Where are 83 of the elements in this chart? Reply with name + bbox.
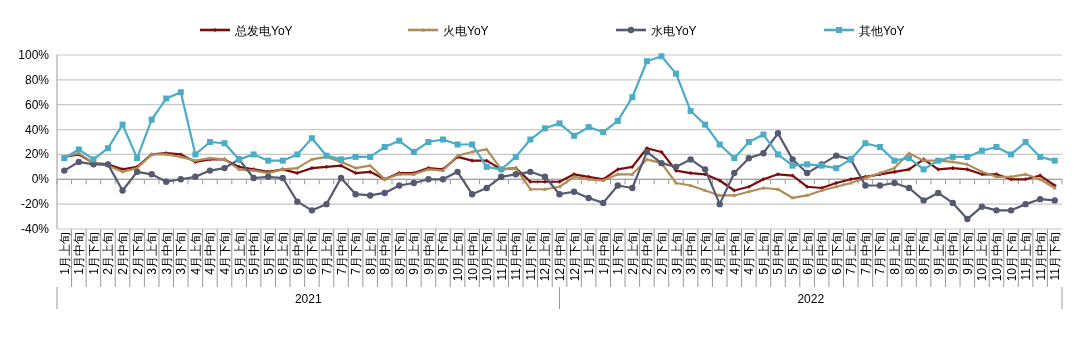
x-tick-label: 6月中旬 xyxy=(815,232,830,275)
x-tick-label: 8月下旬 xyxy=(392,232,407,275)
x-tick-label: 2月上旬 xyxy=(101,232,116,275)
y-tick-label: 0% xyxy=(31,172,50,187)
x-tick-label: 10月下旬 xyxy=(480,232,495,282)
x-tick-label: 9月下旬 xyxy=(960,232,975,275)
x-tick-label: 3月下旬 xyxy=(698,232,713,275)
x-tick-label: 7月中旬 xyxy=(858,232,873,275)
y-tick-label: 20% xyxy=(24,147,50,162)
x-tick-label: 7月上旬 xyxy=(319,232,334,275)
x-tick-label: 2月上旬 xyxy=(625,232,640,275)
x-tick-label: 6月下旬 xyxy=(829,232,844,275)
x-tick-label: 9月上旬 xyxy=(931,232,946,275)
x-tick-label: 9月上旬 xyxy=(407,232,422,275)
text: 2022 xyxy=(797,292,825,306)
x-tick-label: 1月下旬 xyxy=(611,232,626,275)
x-tick-label: 6月上旬 xyxy=(800,232,815,275)
x-tick-label: 12月下旬 xyxy=(567,232,582,282)
x-tick-label: 4月中旬 xyxy=(727,232,742,275)
x-tick-label: 8月中旬 xyxy=(902,232,917,275)
x-tick-label: 5月下旬 xyxy=(786,232,801,275)
legend-label: 其他YoY xyxy=(859,23,905,38)
y-tick-label: -20% xyxy=(20,197,50,212)
x-tick-label: 1月上旬 xyxy=(57,232,72,275)
x-tick-label: 6月下旬 xyxy=(305,232,320,275)
x-tick-label: 1月中旬 xyxy=(596,232,611,275)
legend-label: 总发电YoY xyxy=(234,23,293,38)
x-tick-label: 3月上旬 xyxy=(669,232,684,275)
x-tick-label: 7月下旬 xyxy=(349,232,364,275)
x-tick-label: 10月上旬 xyxy=(451,232,466,282)
x-tick-label: 5月下旬 xyxy=(261,232,276,275)
x-tick-label: 7月下旬 xyxy=(873,232,888,275)
x-tick-label: 4月下旬 xyxy=(218,232,232,275)
x-tick-label: 4月中旬 xyxy=(203,232,218,275)
x-tick-label: 1月上旬 xyxy=(582,232,597,275)
x-tick-label: 2月下旬 xyxy=(654,232,669,275)
x-tick-label: 11月上旬 xyxy=(494,232,509,281)
x-tick-label: 5月上旬 xyxy=(232,232,247,275)
x-tick-label: 9月中旬 xyxy=(946,232,961,275)
legend-label: 火电YoY xyxy=(443,23,489,38)
x-tick-label: 7月上旬 xyxy=(844,232,859,275)
x-tick-label: 2月下旬 xyxy=(130,232,145,275)
x-tick-label: 8月上旬 xyxy=(363,232,378,275)
x-tick-label: 3月中旬 xyxy=(159,232,174,275)
x-tick-label: 9月下旬 xyxy=(436,232,451,275)
y-tick-label: 100% xyxy=(18,48,50,62)
x-tick-label: 3月下旬 xyxy=(174,232,189,275)
x-tick-label: 11月中旬 xyxy=(1033,232,1048,281)
x-tick-label: 7月中旬 xyxy=(334,232,349,275)
x-tick-label: 10月中旬 xyxy=(465,232,480,282)
text: 2021 xyxy=(294,292,322,306)
x-tick-label: 12月中旬 xyxy=(553,232,567,282)
x-tick-label: 8月下旬 xyxy=(917,232,932,275)
x-tick-label: 1月中旬 xyxy=(72,232,87,275)
x-tick-label: 10月下旬 xyxy=(1004,232,1019,282)
x-tick-label: 10月上旬 xyxy=(975,232,990,282)
legend-label: 水电YoY xyxy=(651,23,697,38)
x-tick-label: 2月中旬 xyxy=(640,232,655,275)
x-tick-label: 10月中旬 xyxy=(989,232,1004,282)
x-tick-label: 11月下旬 xyxy=(523,232,538,281)
y-tick-label: 60% xyxy=(24,97,50,112)
x-tick-label: 8月中旬 xyxy=(378,232,393,275)
x-tick-label: 6月上旬 xyxy=(276,232,291,275)
x-tick-label: 4月上旬 xyxy=(713,232,728,275)
x-tick-label: 9月中旬 xyxy=(421,232,436,275)
x-tick-label: 12月上旬 xyxy=(538,232,553,282)
y-tick-label: 40% xyxy=(24,122,50,137)
x-tick-label: 2月中旬 xyxy=(116,232,131,275)
x-tick-label: 11月下旬 xyxy=(1048,232,1063,281)
y-tick-label: -40% xyxy=(20,222,50,236)
x-tick-label: 6月中旬 xyxy=(290,232,305,275)
x-tick-label: 11月中旬 xyxy=(509,232,524,281)
x-tick-label: 4月下旬 xyxy=(742,232,757,275)
x-tick-label: 4月上旬 xyxy=(188,232,203,275)
x-tick-label: 5月中旬 xyxy=(771,232,786,275)
x-tick-label: 5月中旬 xyxy=(247,232,262,275)
x-tick-label: 8月上旬 xyxy=(888,232,902,275)
x-tick-label: 11月上旬 xyxy=(1019,232,1034,281)
x-tick-label: 3月中旬 xyxy=(684,232,699,275)
x-tick-label: 5月上旬 xyxy=(756,232,771,275)
x-tick-label: 1月下旬 xyxy=(86,232,101,275)
y-tick-label: 80% xyxy=(24,72,50,87)
x-tick-label: 3月上旬 xyxy=(145,232,160,275)
